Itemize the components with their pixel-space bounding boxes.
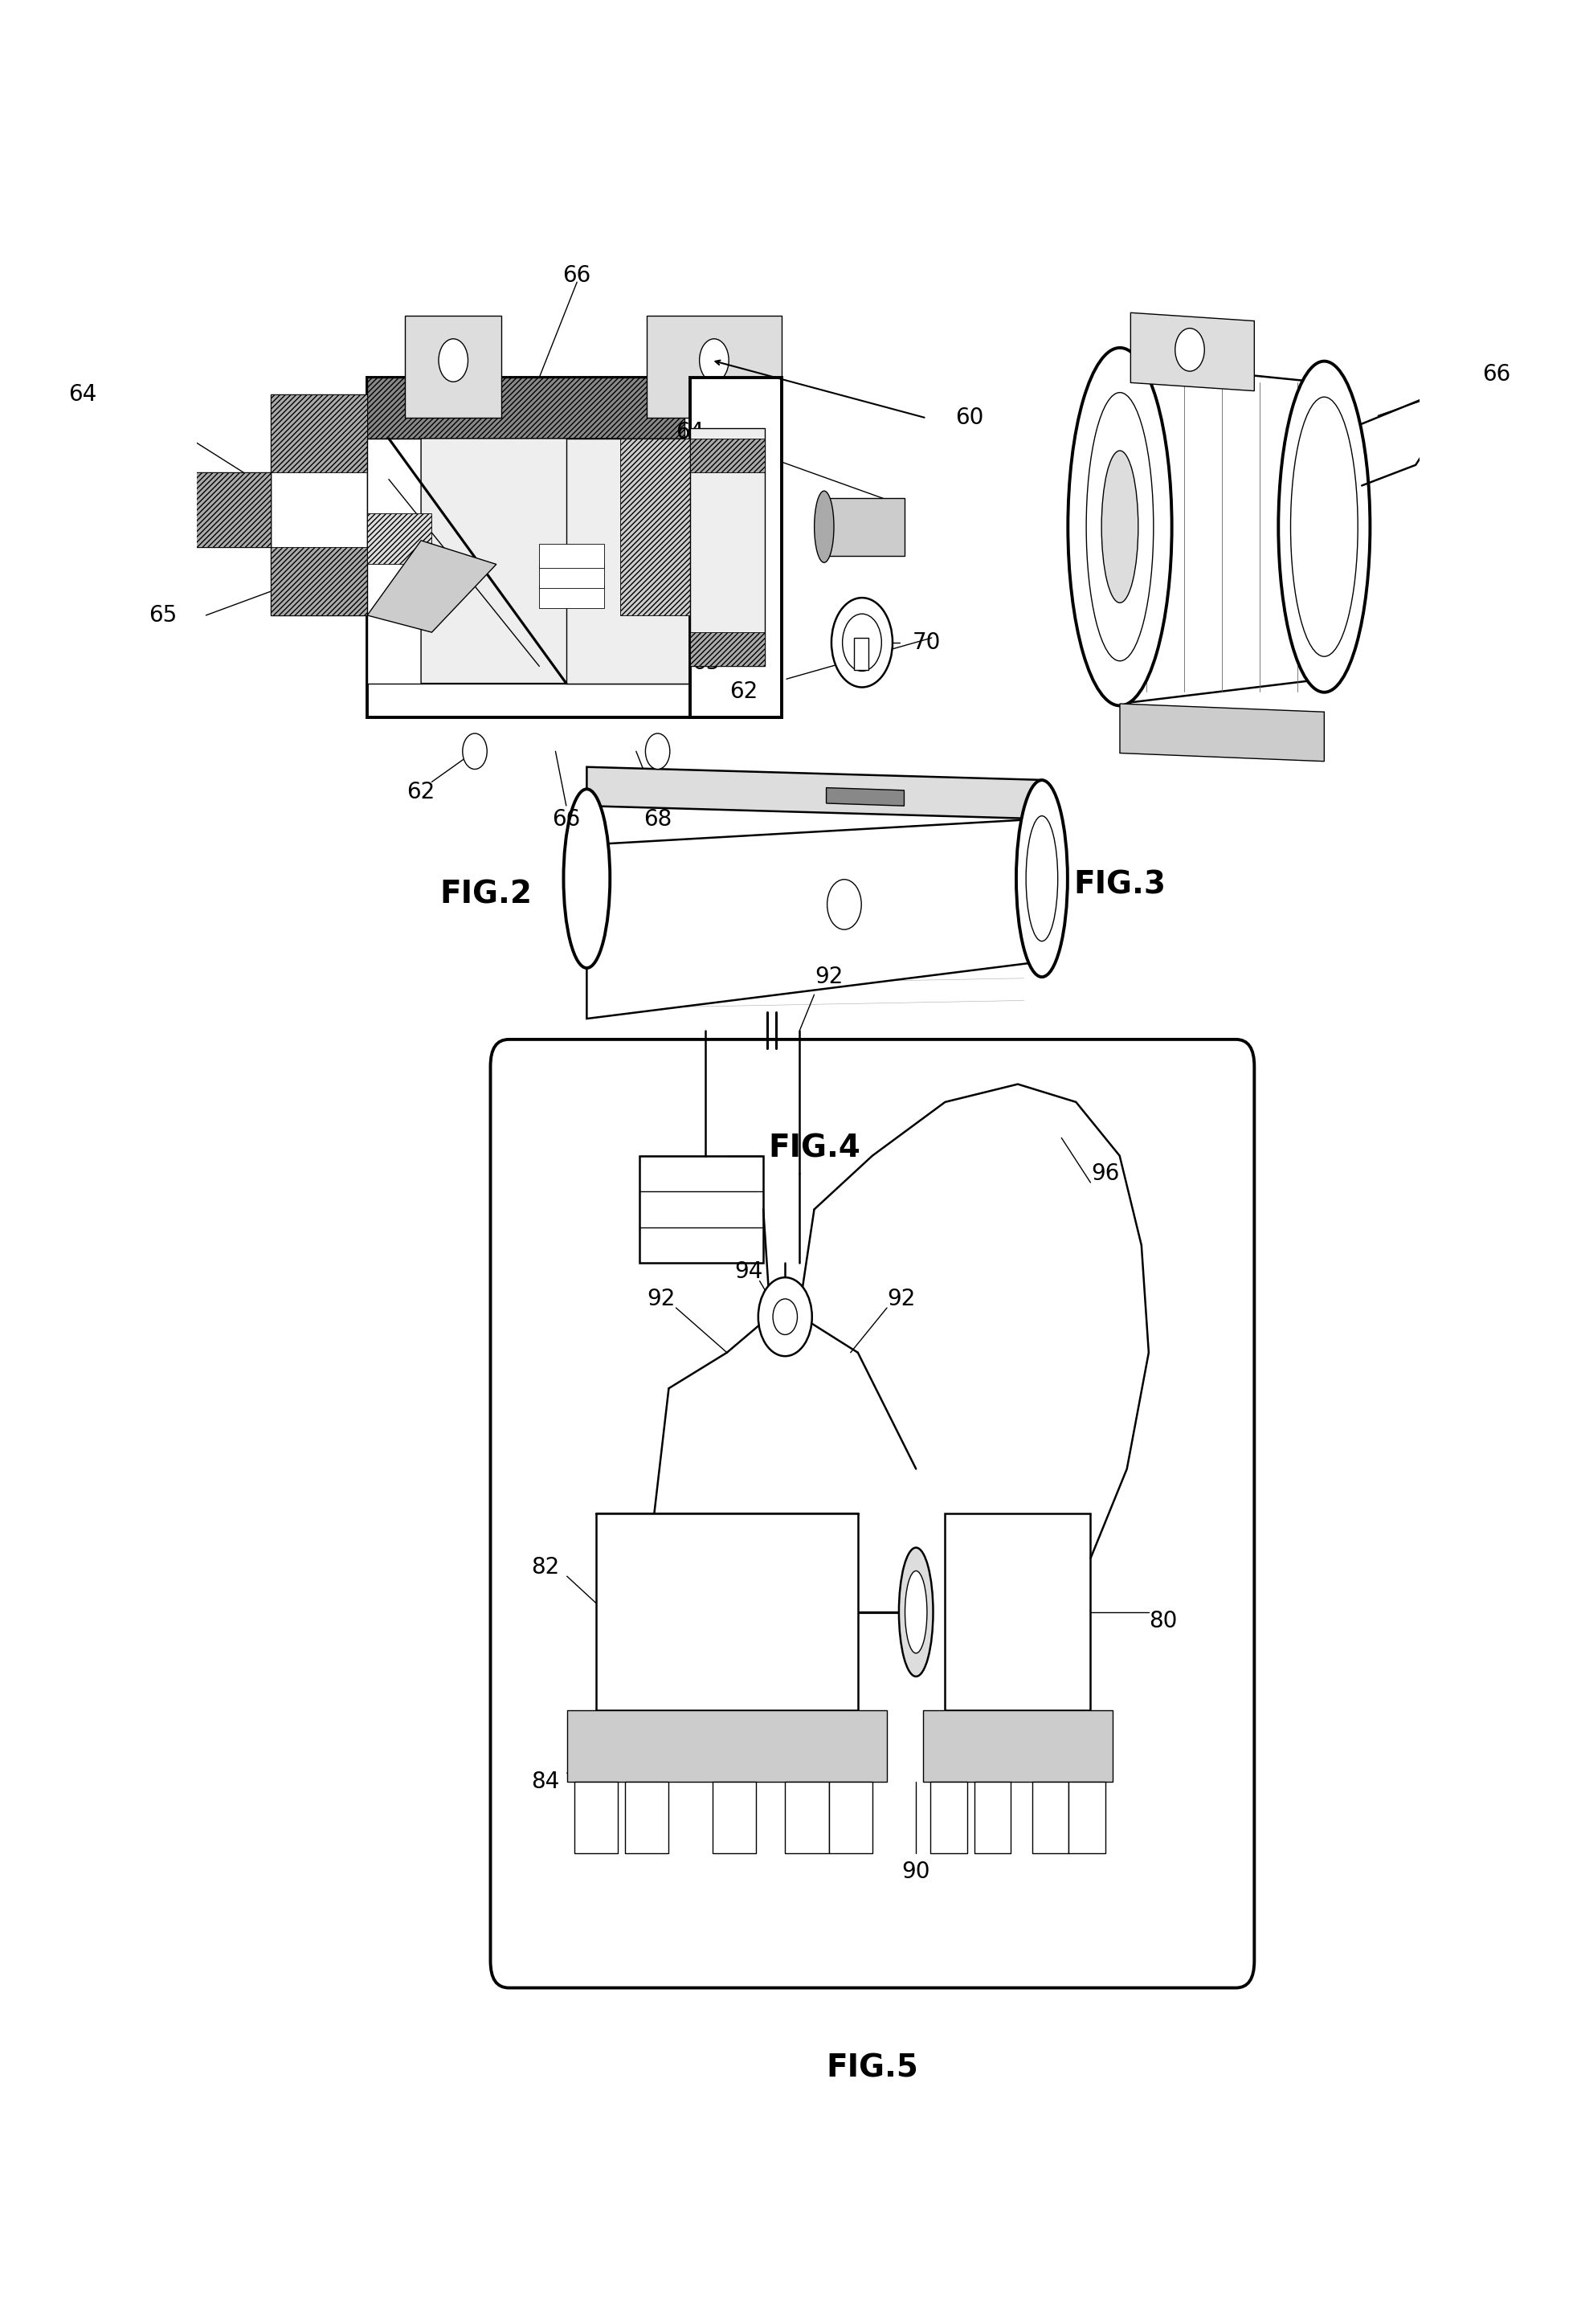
Polygon shape	[271, 395, 367, 616]
Ellipse shape	[1087, 393, 1153, 660]
Polygon shape	[367, 376, 781, 718]
Polygon shape	[566, 439, 689, 683]
Polygon shape	[367, 439, 689, 683]
Bar	[923, 1710, 1112, 1783]
Polygon shape	[945, 1513, 1091, 1710]
Circle shape	[759, 1278, 812, 1357]
Polygon shape	[367, 541, 497, 632]
Ellipse shape	[1027, 816, 1058, 941]
Bar	[271, 548, 367, 616]
Bar	[367, 514, 432, 565]
Ellipse shape	[563, 790, 610, 969]
Text: 60: 60	[956, 407, 984, 430]
Text: FIG.3: FIG.3	[1074, 869, 1165, 899]
Text: 70: 70	[913, 632, 941, 653]
Polygon shape	[421, 439, 620, 683]
Bar	[539, 586, 604, 609]
Polygon shape	[826, 788, 904, 806]
Ellipse shape	[814, 490, 834, 562]
Text: 92: 92	[815, 964, 844, 988]
Polygon shape	[596, 1513, 858, 1710]
Bar	[975, 1783, 1011, 1855]
Circle shape	[842, 614, 882, 672]
Text: 94: 94	[735, 1262, 763, 1283]
Text: 64: 64	[68, 383, 96, 407]
Text: 66: 66	[1482, 363, 1511, 386]
Text: 80: 80	[1150, 1611, 1178, 1631]
Text: 84: 84	[531, 1771, 560, 1794]
Bar	[853, 637, 869, 669]
Bar	[825, 497, 905, 555]
Text: 92: 92	[888, 1287, 916, 1311]
Circle shape	[645, 734, 670, 769]
Circle shape	[438, 339, 468, 381]
Text: 65: 65	[692, 651, 721, 674]
Bar	[689, 632, 765, 667]
Circle shape	[1175, 328, 1205, 372]
Bar	[689, 439, 765, 472]
Circle shape	[773, 1299, 798, 1334]
Text: 62: 62	[407, 781, 435, 804]
FancyBboxPatch shape	[490, 1039, 1254, 1987]
Ellipse shape	[1068, 349, 1172, 706]
Ellipse shape	[1101, 451, 1139, 602]
Polygon shape	[405, 316, 501, 418]
Polygon shape	[1120, 363, 1325, 704]
Bar	[620, 439, 689, 616]
Text: 90: 90	[902, 1859, 930, 1882]
Bar	[930, 1783, 967, 1855]
Text: FIG.4: FIG.4	[768, 1134, 861, 1164]
Text: 96: 96	[1091, 1162, 1120, 1185]
Ellipse shape	[1016, 781, 1068, 976]
Text: 62: 62	[729, 681, 757, 702]
Bar	[568, 1710, 886, 1783]
Bar	[1033, 1783, 1069, 1855]
Polygon shape	[647, 316, 781, 418]
Circle shape	[462, 734, 487, 769]
Bar	[624, 1783, 669, 1855]
Bar	[713, 1783, 755, 1855]
Circle shape	[700, 339, 729, 381]
Polygon shape	[173, 472, 271, 548]
Polygon shape	[587, 818, 1042, 1018]
Text: 64: 64	[675, 421, 703, 444]
Bar	[173, 472, 271, 548]
Bar	[574, 1783, 618, 1855]
Ellipse shape	[1290, 397, 1358, 655]
Text: FIG.2: FIG.2	[440, 878, 531, 909]
Bar	[367, 376, 684, 439]
Text: 65: 65	[148, 604, 177, 627]
Text: 68: 68	[643, 809, 672, 830]
Text: 82: 82	[531, 1557, 560, 1578]
Polygon shape	[1131, 314, 1254, 390]
Bar	[271, 395, 367, 472]
Bar	[539, 565, 604, 588]
Bar	[830, 1783, 872, 1855]
Text: 92: 92	[647, 1287, 675, 1311]
Text: 66: 66	[563, 265, 591, 286]
Ellipse shape	[905, 1571, 927, 1652]
Bar	[1069, 1783, 1105, 1855]
Polygon shape	[689, 428, 765, 667]
Circle shape	[828, 878, 861, 930]
Bar	[785, 1783, 830, 1855]
Polygon shape	[689, 376, 781, 718]
Text: FIG.5: FIG.5	[826, 2052, 918, 2085]
Polygon shape	[1120, 704, 1325, 762]
Ellipse shape	[1279, 360, 1370, 693]
Ellipse shape	[899, 1548, 934, 1676]
Text: 66: 66	[552, 809, 580, 830]
Bar	[539, 544, 604, 567]
Polygon shape	[587, 767, 1042, 818]
Circle shape	[831, 597, 893, 688]
